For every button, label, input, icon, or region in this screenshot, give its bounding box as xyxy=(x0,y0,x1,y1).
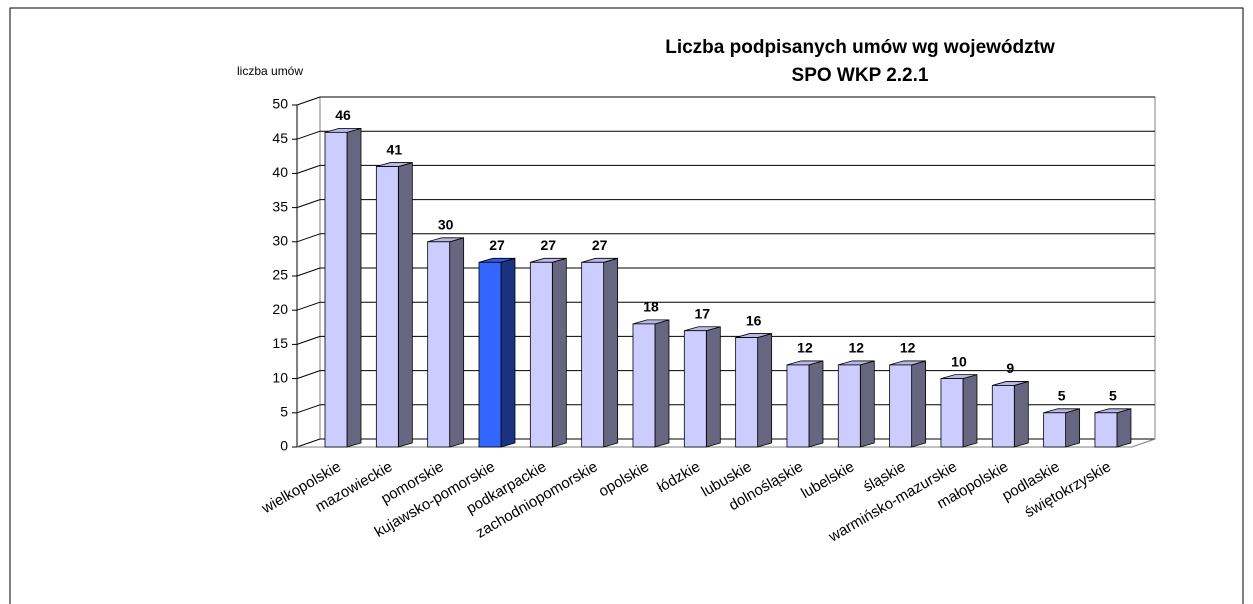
bar-side xyxy=(1065,408,1081,448)
data-label: 46 xyxy=(335,107,351,123)
grid-line xyxy=(296,199,321,209)
y-tick-label: 45 xyxy=(272,130,288,146)
y-axis-label: liczba umów xyxy=(237,64,303,78)
bar-front xyxy=(529,261,553,448)
bar xyxy=(581,257,619,448)
bar-side xyxy=(449,237,465,448)
bar-front xyxy=(632,323,656,448)
y-tick-label: 15 xyxy=(272,335,288,351)
data-label: 10 xyxy=(951,353,967,369)
data-label: 30 xyxy=(438,217,454,233)
bar-side xyxy=(859,360,875,448)
data-label: 5 xyxy=(1109,388,1117,404)
chart-title: SPO WKP 2.2.1 xyxy=(792,65,929,86)
bar-front xyxy=(735,337,759,448)
data-label: 5 xyxy=(1058,388,1066,404)
y-tick-label: 35 xyxy=(272,198,288,214)
bar-front xyxy=(786,364,810,448)
bar xyxy=(1043,408,1081,448)
bar-front xyxy=(581,261,605,448)
bar-side xyxy=(397,162,413,448)
y-tick-label: 50 xyxy=(272,96,288,112)
bar-front xyxy=(940,378,964,448)
y-tick-label: 5 xyxy=(280,404,288,420)
bar-side xyxy=(962,374,978,448)
bar-side xyxy=(911,360,927,448)
grid-line xyxy=(296,96,321,106)
grid-line xyxy=(296,335,321,345)
bar xyxy=(632,319,670,448)
bar-side xyxy=(654,319,670,448)
bar-front xyxy=(1043,412,1067,448)
bar-front xyxy=(837,364,861,448)
bar-side xyxy=(757,333,773,448)
y-tick-label: 30 xyxy=(272,233,288,249)
bar-side xyxy=(808,360,824,448)
bar-side xyxy=(346,127,362,448)
grid-line xyxy=(296,130,321,140)
data-label: 41 xyxy=(387,141,403,157)
bar xyxy=(940,374,978,448)
y-tick-label: 40 xyxy=(272,164,288,180)
chart-frame xyxy=(9,7,1244,604)
bar xyxy=(375,162,413,448)
y-tick-label: 25 xyxy=(272,267,288,283)
data-label: 12 xyxy=(900,340,916,356)
bar xyxy=(324,127,362,448)
chart-title: Liczba podpisanych umów wg województw xyxy=(665,37,1055,58)
bar-side xyxy=(603,257,619,448)
bar-side xyxy=(1013,380,1029,448)
bar xyxy=(786,360,824,448)
data-label: 12 xyxy=(849,340,865,356)
bar-front xyxy=(324,131,348,448)
data-label: 27 xyxy=(489,237,505,253)
y-tick-label: 20 xyxy=(272,301,288,317)
bar-side xyxy=(1116,408,1132,448)
data-label: 16 xyxy=(746,312,762,328)
bar xyxy=(529,257,567,448)
bar xyxy=(735,333,773,448)
bar-front xyxy=(889,364,913,448)
bar-side xyxy=(500,257,516,448)
floor xyxy=(297,438,1156,448)
bar-front xyxy=(991,385,1015,448)
grid-line xyxy=(296,267,321,277)
bar xyxy=(1094,408,1132,448)
bar xyxy=(427,237,465,448)
y-tick-label: 10 xyxy=(272,369,288,385)
data-label: 9 xyxy=(1006,360,1014,376)
grid-line xyxy=(296,404,321,414)
data-label: 27 xyxy=(541,237,557,253)
bar-front xyxy=(375,166,399,448)
bar-front xyxy=(427,241,451,448)
bar-front xyxy=(1094,412,1118,448)
grid-line xyxy=(296,164,321,174)
grid-line xyxy=(296,301,321,311)
data-label: 27 xyxy=(592,237,608,253)
bar-front xyxy=(683,330,707,448)
y-tick-label: 0 xyxy=(280,438,288,454)
grid-line xyxy=(296,233,321,243)
data-label: 18 xyxy=(643,299,659,315)
bar xyxy=(991,380,1029,448)
bar-front xyxy=(478,261,502,448)
grid-line xyxy=(296,370,321,380)
bar xyxy=(837,360,875,448)
bar xyxy=(889,360,927,448)
bar-side xyxy=(705,326,721,448)
bar xyxy=(478,257,516,448)
bar-side xyxy=(551,257,567,448)
bar xyxy=(683,326,721,448)
data-label: 17 xyxy=(695,305,711,321)
grid-line xyxy=(296,438,321,448)
data-label: 12 xyxy=(797,340,813,356)
